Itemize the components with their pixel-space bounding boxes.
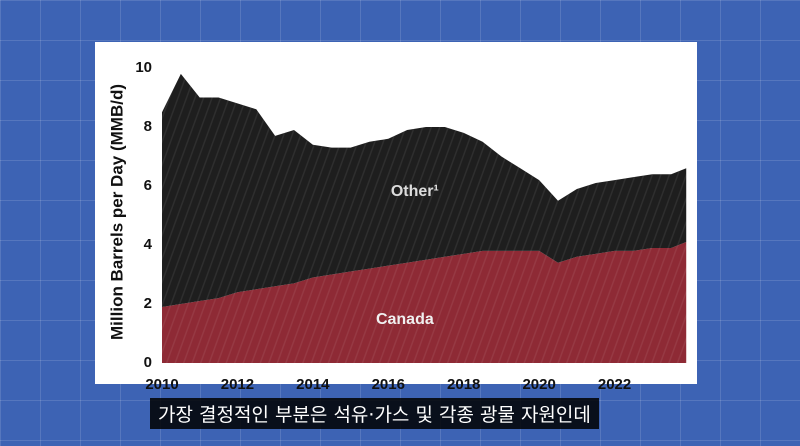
x-tick-label: 2022 bbox=[598, 376, 631, 393]
subtitle-caption: 가장 결정적인 부분은 석유·가스 및 각종 광물 자원인데 bbox=[150, 398, 599, 429]
series-label: Other¹ bbox=[391, 183, 439, 200]
x-tick-label: 2020 bbox=[522, 376, 555, 393]
x-tick-label: 2014 bbox=[296, 376, 330, 393]
y-tick-label: 8 bbox=[144, 118, 152, 135]
x-tick-label: 2010 bbox=[145, 376, 178, 393]
series-label: Canada bbox=[376, 311, 434, 328]
x-tick-label: 2018 bbox=[447, 376, 480, 393]
y-tick-label: 10 bbox=[135, 59, 152, 76]
x-tick-label: 2016 bbox=[372, 376, 405, 393]
y-axis-title: Million Barrels per Day (MMB/d) bbox=[107, 84, 126, 340]
y-tick-label: 2 bbox=[144, 295, 152, 312]
area-hatch bbox=[162, 242, 687, 363]
y-tick-label: 4 bbox=[144, 236, 153, 253]
y-tick-label: 6 bbox=[144, 177, 152, 194]
area-hatch bbox=[162, 73, 687, 307]
y-tick-label: 0 bbox=[144, 354, 152, 371]
x-tick-label: 2012 bbox=[221, 376, 254, 393]
areas: Canada Other¹ bbox=[162, 73, 687, 363]
